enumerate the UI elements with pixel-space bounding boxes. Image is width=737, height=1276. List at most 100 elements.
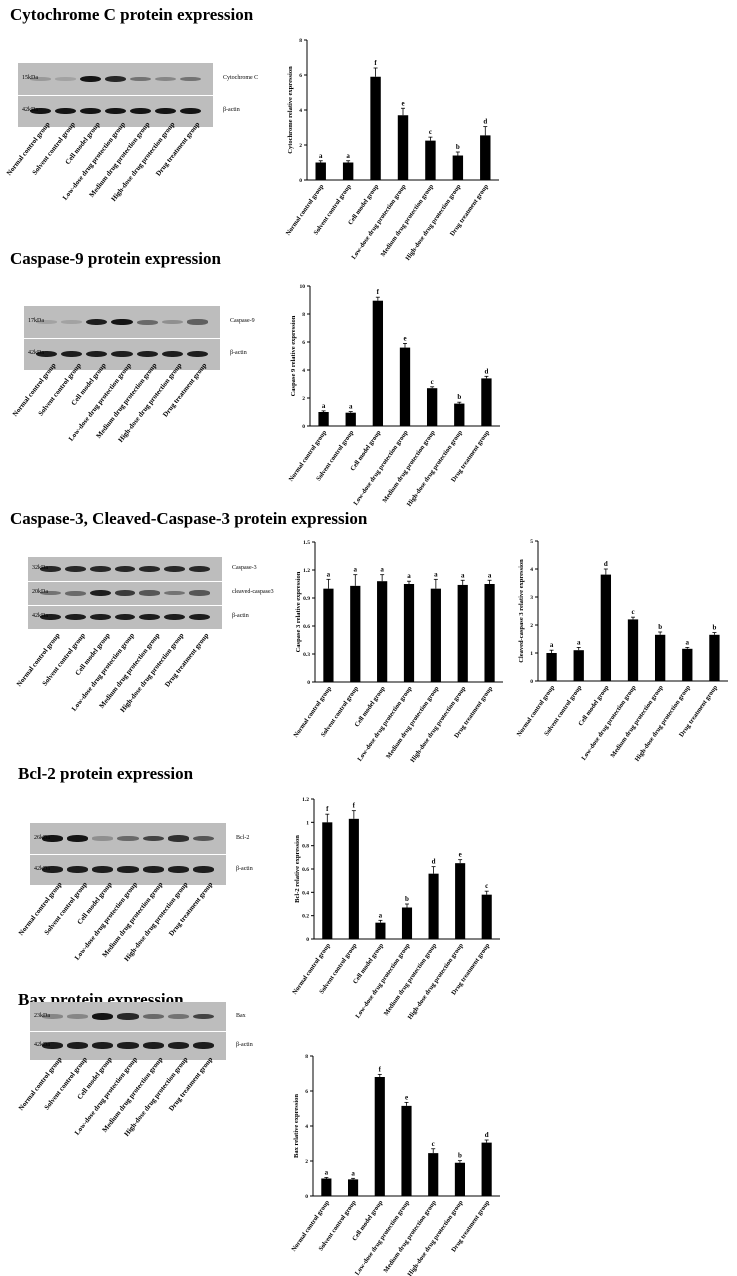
blot-band xyxy=(142,835,164,842)
bar xyxy=(430,588,441,682)
significance-letter: e xyxy=(401,99,404,107)
blot-band xyxy=(142,1042,164,1049)
y-tick-label: 1 xyxy=(530,651,533,657)
blot-band xyxy=(167,835,189,842)
bar xyxy=(399,347,411,426)
protein-label: Cytochrome C xyxy=(223,75,259,81)
bar xyxy=(654,634,666,681)
significance-letter: f xyxy=(326,805,329,813)
blot-band xyxy=(30,77,51,81)
blot-band xyxy=(80,107,101,115)
blot-band xyxy=(111,350,133,358)
protein-label: β-actin xyxy=(223,107,240,113)
significance-letter: a xyxy=(346,152,350,160)
y-tick-label: 0.3 xyxy=(303,652,310,658)
significance-letter: b xyxy=(658,623,662,631)
protein-label: β-actin xyxy=(232,613,249,619)
y-tick-label: 0 xyxy=(299,178,302,184)
y-tick-label: 2 xyxy=(302,396,305,402)
bar xyxy=(342,162,354,180)
blot-band xyxy=(164,565,186,573)
bar xyxy=(345,412,356,426)
y-tick-label: 4 xyxy=(299,108,302,114)
significance-letter: a xyxy=(407,572,411,580)
kda-label: 42kDa xyxy=(32,613,48,619)
y-tick-label: 0 xyxy=(302,424,305,430)
y-axis-label: Cleaved-caspase 3 relative expression xyxy=(518,559,525,663)
blot-band xyxy=(55,77,76,81)
blot-row xyxy=(28,557,222,582)
significance-letter: f xyxy=(353,802,356,810)
kda-label: 20kDa xyxy=(32,589,48,595)
blot-band xyxy=(167,1014,189,1019)
significance-letter: a xyxy=(327,570,331,578)
blot-band xyxy=(67,835,89,842)
bar xyxy=(546,653,557,681)
blot-band xyxy=(89,613,111,621)
bar xyxy=(372,300,384,426)
blot-band xyxy=(105,107,126,115)
significance-letter: a xyxy=(349,403,353,411)
blot-band xyxy=(192,1013,214,1020)
significance-letter: e xyxy=(459,851,462,859)
y-tick-label: 2 xyxy=(299,143,302,149)
significance-letter: f xyxy=(377,288,380,296)
significance-letter: c xyxy=(429,128,432,136)
significance-letter: b xyxy=(458,1152,462,1160)
blot-band xyxy=(186,350,208,358)
blot-band xyxy=(36,320,58,324)
kda-label: 42kDa xyxy=(22,107,38,113)
blot-band xyxy=(61,350,83,358)
blot-band xyxy=(192,1042,214,1049)
y-axis-label: Caspase 3 relative expression xyxy=(295,571,302,652)
bar xyxy=(452,155,464,180)
blot-band xyxy=(64,590,86,596)
blot-band xyxy=(40,613,61,621)
significance-letter: a xyxy=(322,402,326,410)
blot-band xyxy=(117,836,139,841)
protein-label: β-actin xyxy=(236,1041,253,1048)
blot-band xyxy=(64,613,86,621)
blot-band xyxy=(86,318,108,326)
blot-band xyxy=(55,107,76,115)
significance-letter: c xyxy=(485,882,488,890)
y-tick-label: 2 xyxy=(530,623,533,629)
blot-band xyxy=(139,565,161,573)
y-tick-label: 2 xyxy=(305,1159,308,1165)
bar xyxy=(375,922,386,939)
significance-letter: d xyxy=(484,367,488,375)
blot-band xyxy=(167,1042,189,1049)
category-label: High-dose drug protection group xyxy=(634,684,692,763)
category-label: Low-dose drug protection group xyxy=(356,685,413,763)
significance-letter: a xyxy=(319,152,323,160)
category-label: High-dose drug protection group xyxy=(406,1199,464,1276)
blot-row xyxy=(18,95,213,128)
significance-letter: d xyxy=(432,858,436,866)
y-tick-label: 4 xyxy=(530,567,533,573)
blot-band xyxy=(114,590,136,596)
blot-band xyxy=(86,350,108,358)
significance-letter: d xyxy=(604,560,608,568)
bar xyxy=(322,822,333,939)
blot-group-label: Normal control group xyxy=(5,120,52,178)
significance-letter: e xyxy=(405,1093,408,1101)
blot-band xyxy=(67,866,89,873)
blot-band xyxy=(180,107,201,115)
blot-band xyxy=(130,76,151,82)
blot-band xyxy=(114,565,136,573)
significance-letter: d xyxy=(485,1131,489,1139)
y-tick-label: 0 xyxy=(306,937,309,943)
y-tick-label: 0 xyxy=(305,1194,308,1200)
significance-letter: b xyxy=(456,143,460,151)
bar xyxy=(481,378,492,426)
blot-image xyxy=(18,63,213,128)
blot-band xyxy=(130,107,151,115)
blot-group-label: Drug treatment group xyxy=(167,1055,215,1113)
y-tick-label: 1 xyxy=(306,820,309,826)
category-label: High-dose drug protection group xyxy=(406,429,464,508)
blot-band xyxy=(92,1013,114,1020)
y-tick-label: 1.5 xyxy=(303,540,310,546)
blot-band xyxy=(161,319,183,325)
blot-band xyxy=(92,866,114,873)
y-tick-label: 1.2 xyxy=(303,568,310,574)
